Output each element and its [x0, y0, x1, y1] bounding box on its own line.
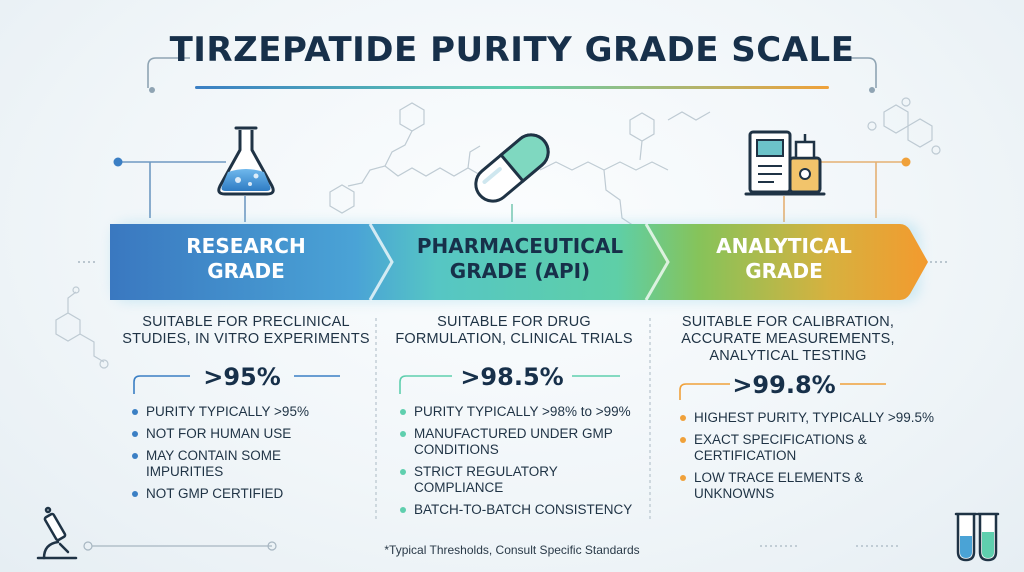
pharmaceutical-grade-label: PHARMACEUTICAL GRADE (API)	[392, 230, 648, 288]
analytical-desc-line1: SUITABLE FOR CALIBRATION,	[681, 314, 895, 330]
band-chevron-dividers	[368, 223, 670, 301]
research-desc-line1: SUITABLE FOR PRECLINICAL	[142, 314, 350, 330]
research-grade-bullets: PURITY TYPICALLY >95% NOT FOR HUMAN USE …	[132, 404, 352, 508]
research-purity-value: >95%	[203, 363, 281, 391]
footnote: *Typical Thresholds, Consult Specific St…	[384, 543, 640, 557]
analytical-grade-label: ANALYTICAL GRADE	[672, 230, 896, 288]
microscope-icon	[36, 506, 78, 560]
lab-instrument-icon	[744, 130, 826, 196]
analytical-desc-line2: ACCURATE MEASUREMENTS,	[681, 331, 895, 347]
analytical-grade-bullets: HIGHEST PURITY, TYPICALLY >99.5% EXACT S…	[680, 410, 950, 508]
purity-brackets	[133, 375, 886, 400]
research-grade-description: SUITABLE FOR PRECLINICAL STUDIES, IN VIT…	[118, 314, 374, 348]
research-grade-name-line1: RESEARCH	[186, 234, 306, 258]
column-dividers	[375, 318, 651, 520]
pharmaceutical-grade-bullets: PURITY TYPICALLY >98% to >99% MANUFACTUR…	[400, 404, 650, 524]
pharma-desc-line2: FORMULATION, CLINICAL TRIALS	[395, 331, 633, 347]
research-grade-name-line2: GRADE	[207, 259, 285, 283]
analytical-grade-description: SUITABLE FOR CALIBRATION, ACCURATE MEASU…	[660, 314, 916, 365]
list-item: PURITY TYPICALLY >98% to >99%	[400, 404, 650, 420]
title-frame	[147, 57, 877, 93]
page-title: TIRZEPATIDE PURITY GRADE SCALE	[169, 30, 855, 70]
title-underline	[195, 86, 829, 89]
list-item: PURITY TYPICALLY >95%	[132, 404, 352, 420]
research-desc-line2: STUDIES, IN VITRO EXPERIMENTS	[122, 331, 370, 347]
list-item: HIGHEST PURITY, TYPICALLY >99.5%	[680, 410, 950, 426]
list-item: NOT GMP CERTIFIED	[132, 486, 352, 502]
list-item: MANUFACTURED UNDER GMP CONDITIONS	[400, 426, 644, 458]
molecule-decoration	[55, 97, 941, 369]
analytical-desc-line3: ANALYTICAL TESTING	[709, 348, 867, 364]
flask-icon	[217, 126, 275, 196]
list-item: STRICT REGULATORY COMPLIANCE	[400, 464, 650, 496]
analytical-grade-name-line2: GRADE	[745, 259, 823, 283]
pharmaceutical-grade-name-line2: GRADE (API)	[449, 259, 591, 283]
pharmaceutical-purity-value: >98.5%	[460, 363, 564, 391]
list-item: BATCH-TO-BATCH CONSISTENCY	[400, 502, 650, 518]
list-item: LOW TRACE ELEMENTS & UNKNOWNS	[680, 470, 894, 502]
list-item: NOT FOR HUMAN USE	[132, 426, 352, 442]
pharmaceutical-grade-name-line1: PHARMACEUTICAL	[416, 234, 624, 258]
pharmaceutical-grade-description: SUITABLE FOR DRUG FORMULATION, CLINICAL …	[384, 314, 644, 348]
pharma-desc-line1: SUITABLE FOR DRUG	[437, 314, 591, 330]
research-grade-label: RESEARCH GRADE	[130, 230, 362, 288]
capsule-icon	[474, 133, 550, 203]
list-item: EXACT SPECIFICATIONS & CERTIFICATION	[680, 432, 894, 464]
connector-lines	[78, 157, 948, 263]
grade-arrow-band	[110, 224, 928, 300]
analytical-purity-value: >99.8%	[732, 371, 836, 399]
analytical-grade-name-line1: ANALYTICAL	[716, 234, 852, 258]
test-tubes-icon	[954, 512, 1000, 562]
footer-lines	[83, 541, 900, 551]
list-item: MAY CONTAIN SOME IMPURITIES	[132, 448, 316, 480]
